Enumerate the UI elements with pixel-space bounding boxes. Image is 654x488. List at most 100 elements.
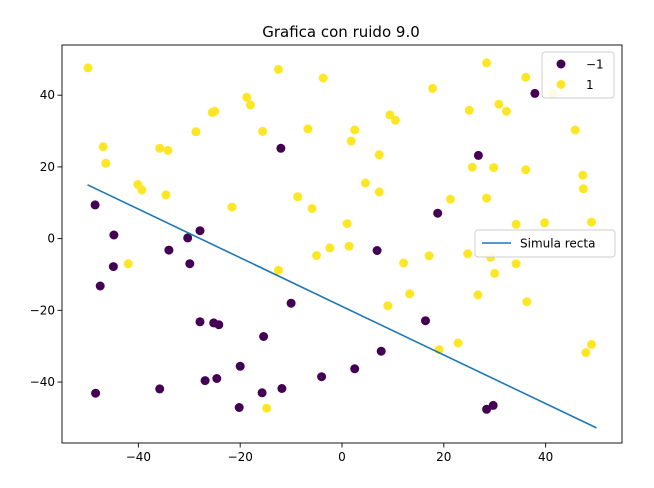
- scatter-point-neg: [350, 364, 360, 374]
- scatter-point-pos: [482, 193, 492, 203]
- scatter-point-pos: [346, 136, 356, 146]
- scatter-point-neg: [108, 262, 118, 272]
- scatter-point-neg: [155, 384, 165, 394]
- scatter-point-pos: [453, 338, 463, 348]
- scatter-point-neg: [195, 226, 205, 236]
- x-tick-label: −20: [228, 450, 253, 464]
- scatter-point-neg: [90, 200, 100, 210]
- legend-label-pos: 1: [586, 78, 594, 92]
- scatter-point-pos: [161, 190, 171, 200]
- legend-line-label: Simula recta: [520, 237, 595, 251]
- scatter-point-pos: [501, 106, 511, 116]
- scatter-point-neg: [317, 372, 327, 382]
- scatter-point-neg: [530, 88, 540, 98]
- scatter-point-pos: [242, 92, 252, 102]
- simula-recta-line: [87, 184, 597, 429]
- scatter-point-pos: [312, 251, 321, 260]
- scatter-point-pos: [587, 217, 596, 227]
- scatter-point-pos: [521, 165, 531, 175]
- scatter-point-pos: [482, 58, 492, 68]
- legend-label-neg: −1: [586, 58, 604, 72]
- scatter-point-neg: [286, 298, 296, 308]
- scatter-point-pos: [262, 403, 272, 413]
- scatter-point-pos: [578, 184, 588, 194]
- scatter-point-neg: [276, 143, 286, 153]
- line-legend-box: [474, 229, 616, 258]
- scatter-point-pos: [318, 73, 328, 83]
- scatter-point-neg: [95, 281, 105, 291]
- scatter-point-neg: [234, 403, 244, 412]
- scatter-point-pos: [273, 64, 283, 74]
- scatter-point-pos: [463, 249, 473, 259]
- scatter-point-pos: [540, 218, 550, 228]
- data-layer: [83, 58, 597, 429]
- chart-title: Grafica con ruido 9.0: [262, 23, 420, 41]
- scatter-point-pos: [464, 105, 474, 115]
- scatter-point-pos: [405, 289, 415, 299]
- scatter-point-pos: [490, 268, 500, 278]
- scatter-point-pos: [399, 258, 409, 268]
- scatter-point-pos: [98, 142, 108, 152]
- scatter-point-neg: [482, 404, 492, 414]
- scatter-point-pos: [155, 143, 165, 153]
- scatter-point-neg: [433, 208, 443, 218]
- y-tick-label: −20: [30, 303, 55, 317]
- scatter-point-pos: [303, 124, 313, 134]
- scatter-point-neg: [164, 245, 174, 255]
- scatter-point-pos: [424, 251, 434, 261]
- axes: −40 −20 0 20 40 −40 −20 0 20 40: [30, 44, 623, 464]
- scatter-point-pos: [258, 126, 268, 136]
- scatter-point-neg: [421, 316, 430, 326]
- scatter-point-pos: [273, 265, 283, 275]
- scatter-point-pos: [385, 110, 395, 120]
- scatter-point-pos: [245, 100, 255, 110]
- scatter-point-neg: [183, 233, 193, 243]
- line-legend: Simula recta: [474, 229, 616, 258]
- x-tick-label: 20: [436, 450, 451, 464]
- scatter-point-pos: [391, 115, 400, 125]
- scatter-point-pos: [522, 297, 532, 307]
- legend-marker-neg: [556, 59, 566, 69]
- scatter-point-neg: [109, 230, 119, 240]
- scatter-point-pos: [83, 63, 93, 73]
- scatter-point-neg: [195, 317, 205, 327]
- scatter-point-pos: [587, 339, 596, 349]
- scatter-point-pos: [428, 83, 438, 93]
- scatter-point-pos: [374, 187, 384, 197]
- scatter-point-pos: [521, 72, 531, 82]
- scatter-point-pos: [307, 204, 317, 213]
- scatter-point-neg: [257, 388, 267, 398]
- y-tick-label: 40: [40, 88, 55, 102]
- scatter-point-neg: [214, 320, 224, 330]
- scatter-point-pos: [578, 170, 588, 180]
- scatter-point-pos: [191, 127, 201, 137]
- scatter-point-pos: [360, 178, 370, 188]
- scatter-point-neg: [376, 346, 386, 356]
- scatter-point-pos: [489, 163, 499, 173]
- scatter-point-pos: [494, 99, 504, 109]
- scatter-point-neg: [488, 400, 498, 410]
- scatter-point-neg: [185, 259, 195, 269]
- scatter-point-pos: [210, 106, 220, 116]
- scatter-point-pos: [123, 259, 133, 269]
- class-legend: −11: [541, 51, 615, 99]
- scatter-point-pos: [101, 158, 111, 168]
- y-tick-label: 20: [40, 160, 55, 174]
- y-tick-label: 0: [47, 232, 55, 246]
- scatter-point-pos: [137, 185, 147, 195]
- scatter-point-pos: [163, 145, 173, 155]
- scatter-point-pos: [511, 259, 521, 269]
- scatter-point-pos: [350, 125, 360, 135]
- scatter-point-pos: [570, 125, 580, 135]
- scatter-point-pos: [473, 290, 483, 300]
- scatter-point-pos: [344, 241, 354, 251]
- scatter-point-pos: [325, 243, 335, 253]
- scatter-point-neg: [372, 246, 382, 255]
- plot-area: [83, 58, 597, 429]
- scatter-point-pos: [467, 162, 477, 172]
- scatter-point-neg: [200, 376, 210, 386]
- x-tick-label: 0: [338, 450, 346, 464]
